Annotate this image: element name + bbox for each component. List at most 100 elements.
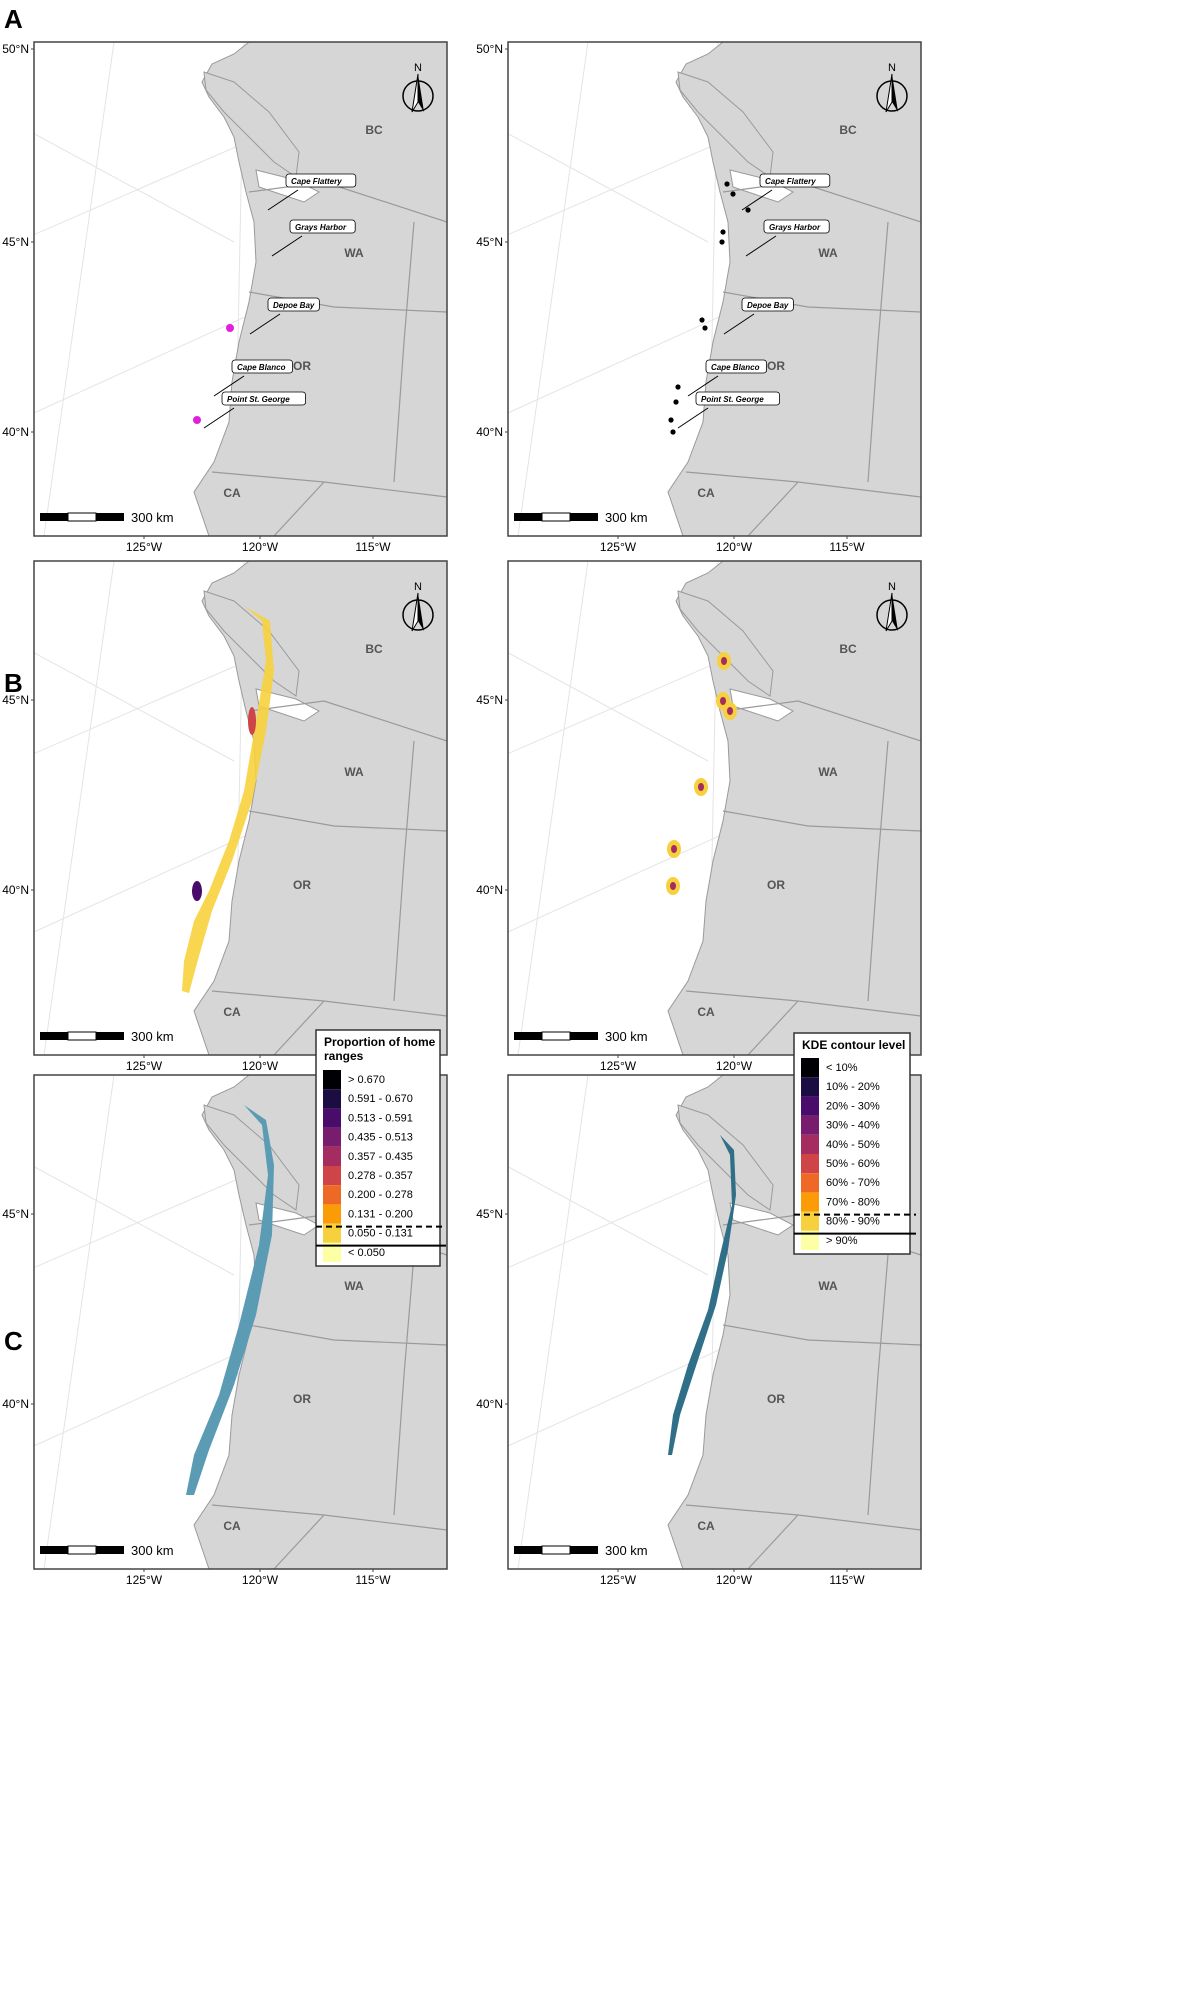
region-label-or: OR <box>767 359 785 373</box>
site-label: Point St. George <box>227 395 290 404</box>
region-label-ca: CA <box>697 1005 715 1019</box>
lat-label: 45°N <box>476 693 503 707</box>
scale-bar: 300 km <box>514 510 648 525</box>
map-frame <box>33 1074 448 1570</box>
lon-label: 120°W <box>716 1059 753 1073</box>
detection-point <box>668 417 674 423</box>
site-label: Cape Blanco <box>237 363 286 372</box>
map-panel: BC WA OR CA Cape Flattery Grays Harbor Depoe B… <box>476 41 922 554</box>
detection-point <box>670 429 676 435</box>
border-nv <box>747 1514 799 1569</box>
land <box>193 561 447 1055</box>
scale-label: 300 km <box>131 1029 174 1044</box>
scale-bar: 300 km <box>40 1543 174 1558</box>
scale-seg <box>570 513 598 521</box>
map-frame <box>507 560 922 1056</box>
lon-label: 115°W <box>355 540 391 554</box>
region-label-wa: WA <box>818 1279 838 1293</box>
scale-label: 300 km <box>605 1543 648 1558</box>
site-box <box>285 173 357 188</box>
lat-label: 45°N <box>2 235 29 249</box>
legend-swatch <box>801 1134 819 1154</box>
north-arrow-icon: N <box>876 62 908 113</box>
region-label-ca: CA <box>697 486 715 500</box>
site-leader <box>745 235 777 257</box>
graticule-line <box>34 1166 235 1276</box>
scale-seg <box>96 1032 124 1040</box>
legend-swatch <box>323 1204 341 1224</box>
legend-swatch <box>323 1070 341 1090</box>
region-label-or: OR <box>293 878 311 892</box>
legend-title: Proportion of home <box>324 1035 436 1049</box>
border-wa-or <box>722 1324 921 1346</box>
island <box>677 1104 774 1211</box>
legend-swatch <box>801 1096 819 1116</box>
lon-label: 120°W <box>716 540 753 554</box>
kde-core <box>721 657 727 665</box>
scale-label: 300 km <box>131 510 174 525</box>
border-wa-or <box>248 291 447 313</box>
site-label: Cape Flattery <box>291 177 342 186</box>
border-wa-or <box>722 810 921 832</box>
kde-core <box>670 882 676 890</box>
legend-item: 0.050 - 0.131 <box>348 1228 413 1240</box>
site-label: Grays Harbor <box>295 223 347 232</box>
scale-seg <box>96 1546 124 1554</box>
site-box <box>695 391 780 406</box>
lat-label: 45°N <box>476 1207 503 1221</box>
legend-item: 50% - 60% <box>826 1158 880 1170</box>
north-half-dark <box>418 593 424 631</box>
region-label-wa: WA <box>818 765 838 779</box>
region-label-ca: CA <box>223 486 241 500</box>
scale-seg <box>541 1031 571 1041</box>
border-wa-or <box>722 291 921 313</box>
scale-seg <box>514 1546 542 1554</box>
region-label-wa: WA <box>344 1279 364 1293</box>
border-nv <box>747 1000 799 1055</box>
scale-seg <box>40 513 68 521</box>
legend-swatch <box>323 1185 341 1205</box>
legend-swatch <box>323 1223 341 1243</box>
home-range-band <box>182 606 274 993</box>
north-half-dark <box>418 74 424 112</box>
detection-point <box>719 239 725 245</box>
region-label-or: OR <box>293 359 311 373</box>
lon-label: 115°W <box>829 1573 865 1587</box>
north-arrow-icon: N <box>876 581 908 632</box>
site-box <box>289 219 356 234</box>
north-half-dark <box>892 593 898 631</box>
scale-seg <box>514 513 542 521</box>
graticule-line <box>43 1075 115 1569</box>
border-nv <box>273 481 325 536</box>
detection-point <box>673 399 679 405</box>
island <box>677 590 774 697</box>
habitat-band <box>668 1135 736 1455</box>
island <box>203 590 300 697</box>
island <box>677 71 774 178</box>
detection-depoe <box>226 324 234 332</box>
graticule-line <box>508 1166 709 1276</box>
lat-label: 40°N <box>2 1397 29 1411</box>
home-range-hot <box>192 881 202 901</box>
scale-label: 300 km <box>131 1543 174 1558</box>
detection-point <box>724 181 730 187</box>
detection-point <box>699 317 705 323</box>
scale-seg <box>67 512 97 522</box>
scale-seg <box>541 512 571 522</box>
lon-label: 125°W <box>126 1573 163 1587</box>
site-label: Cape Flattery <box>765 177 816 186</box>
legend-swatch <box>801 1230 819 1250</box>
island <box>203 1104 300 1211</box>
region-label-ca: CA <box>223 1005 241 1019</box>
panel-label-b: B <box>4 668 23 698</box>
graticule-line <box>43 561 115 1055</box>
map-frame <box>33 560 448 1056</box>
legend-item: 0.278 - 0.357 <box>348 1170 413 1182</box>
scale-bar: 300 km <box>40 1029 174 1044</box>
legend-item: < 0.050 <box>348 1247 385 1259</box>
lat-label: 40°N <box>476 1397 503 1411</box>
lat-label: 40°N <box>2 425 29 439</box>
